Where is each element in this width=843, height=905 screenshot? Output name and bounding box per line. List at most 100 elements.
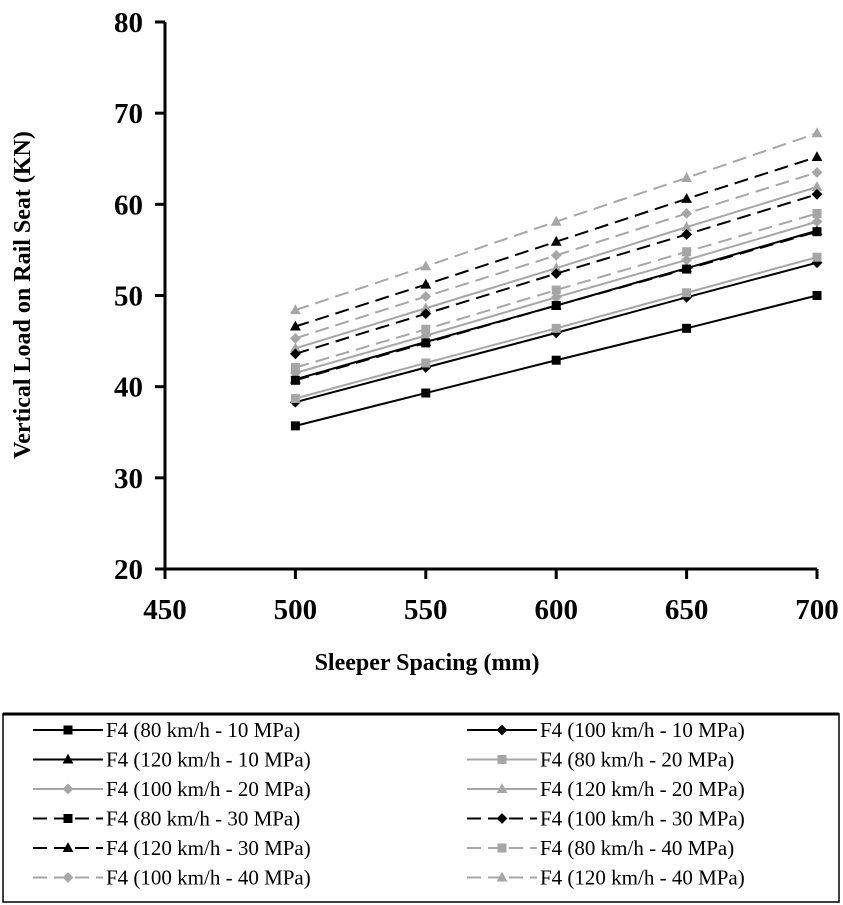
diamond-marker: [550, 268, 562, 280]
square-marker: [551, 301, 561, 311]
x-tick-label: 650: [665, 594, 709, 626]
x-tick-label: 600: [534, 594, 578, 626]
legend-label: F4 (80 km/h - 30 MPa): [106, 807, 300, 831]
series-line: [295, 193, 818, 355]
triangle-marker: [420, 260, 432, 271]
square-marker: [290, 394, 300, 404]
legend-item: F4 (120 km/h - 10 MPa): [33, 748, 311, 772]
diamond-marker: [681, 208, 692, 219]
series-11: [290, 167, 823, 344]
series-6: [290, 181, 823, 353]
square-marker: [421, 324, 431, 334]
diamond-marker: [496, 813, 508, 824]
triangle-marker: [62, 842, 74, 853]
triangle-marker: [420, 302, 432, 313]
series-1: [290, 291, 822, 431]
diamond-marker: [290, 348, 301, 360]
y-tick-label: 20: [114, 554, 143, 586]
y-tick-label: 40: [114, 372, 143, 404]
diamond-marker: [681, 254, 692, 266]
square-marker: [421, 388, 431, 398]
series-7: [290, 227, 822, 385]
x-tick-label: 450: [143, 594, 187, 626]
legend-item: F4 (100 km/h - 10 MPa): [467, 718, 745, 742]
series-layer: [290, 127, 823, 431]
square-marker: [421, 358, 431, 368]
legend-label: F4 (120 km/h - 20 MPa): [540, 777, 745, 801]
triangle-marker: [496, 871, 508, 882]
y-axis-title: Vertical Load on Rail Seat (KN): [10, 131, 36, 459]
legend-label: F4 (120 km/h - 30 MPa): [106, 836, 311, 860]
legend-item: F4 (120 km/h - 20 MPa): [467, 777, 745, 801]
square-marker: [290, 375, 300, 385]
diamond-marker: [550, 249, 562, 261]
square-marker: [551, 355, 561, 365]
square-marker: [63, 814, 73, 823]
y-tick-label: 30: [114, 463, 143, 495]
plot-area: 20 30 40 50 60 70 80 450 500 550 600 650 700: [114, 7, 839, 626]
series-line: [295, 212, 818, 369]
diamond-marker: [290, 332, 301, 344]
diamond-marker: [811, 188, 823, 200]
diamond-marker: [62, 783, 74, 795]
y-tick-label: 50: [114, 281, 143, 313]
square-marker: [812, 208, 822, 218]
legend-item: F4 (80 km/h - 20 MPa): [467, 748, 734, 772]
triangle-marker: [811, 181, 823, 192]
legend-box: [2, 713, 840, 903]
diamond-marker: [496, 724, 508, 736]
x-tick-label: 500: [274, 594, 318, 626]
legend-label: F4 (100 km/h - 30 MPa): [540, 807, 745, 831]
diamond-marker: [811, 167, 823, 178]
square-marker: [682, 288, 692, 298]
triangle-marker: [681, 221, 692, 232]
legend-item: F4 (80 km/h - 30 MPa): [33, 807, 300, 831]
triangle-marker: [290, 304, 301, 315]
triangle-marker: [550, 215, 562, 226]
triangle-marker: [290, 320, 301, 331]
square-marker: [682, 247, 692, 257]
square-marker: [63, 725, 73, 735]
legend-item: F4 (100 km/h - 40 MPa): [33, 866, 311, 890]
y-tick-label: 80: [114, 7, 143, 39]
diamond-marker: [811, 257, 823, 269]
y-tick-label: 60: [114, 189, 143, 221]
legend-item: F4 (80 km/h - 40 MPa): [467, 836, 734, 860]
triangle-marker: [420, 278, 432, 289]
diamond-marker: [550, 291, 562, 303]
series-8: [290, 188, 823, 360]
legend-item: F4 (120 km/h - 30 MPa): [33, 836, 311, 860]
series-4: [290, 252, 822, 404]
diamond-marker: [681, 229, 692, 240]
legend-label: F4 (80 km/h - 10 MPa): [106, 718, 300, 742]
legend: F4 (80 km/h - 10 MPa) F4 (100 km/h - 10 M…: [2, 712, 840, 903]
square-marker: [497, 755, 507, 764]
diamond-marker: [420, 308, 432, 320]
triangle-marker: [496, 783, 508, 794]
legend-item: F4 (80 km/h - 10 MPa): [33, 718, 300, 742]
square-marker: [290, 363, 300, 373]
y-tick-label: 70: [114, 98, 143, 130]
legend-label: F4 (120 km/h - 40 MPa): [540, 866, 745, 890]
x-axis-title: Sleeper Spacing (mm): [315, 650, 540, 676]
square-marker: [682, 323, 692, 333]
legend-item: F4 (120 km/h - 40 MPa): [467, 866, 745, 890]
square-marker: [812, 252, 822, 262]
triangle-marker: [681, 193, 692, 203]
square-marker: [290, 421, 300, 431]
triangle-marker: [290, 342, 301, 353]
triangle-marker: [550, 235, 562, 246]
square-marker: [682, 264, 692, 274]
x-tick-label: 700: [795, 594, 839, 626]
square-marker: [812, 291, 822, 300]
series-12: [290, 127, 823, 315]
legend-label: F4 (80 km/h - 40 MPa): [540, 836, 734, 860]
diamond-marker: [420, 291, 432, 302]
legend-item: F4 (100 km/h - 20 MPa): [33, 777, 311, 801]
square-marker: [551, 285, 561, 295]
diamond-marker: [62, 872, 74, 883]
triangle-marker: [62, 753, 74, 764]
legend-label: F4 (100 km/h - 20 MPa): [106, 777, 311, 801]
square-marker: [497, 843, 507, 853]
x-tick-label: 550: [404, 594, 448, 626]
